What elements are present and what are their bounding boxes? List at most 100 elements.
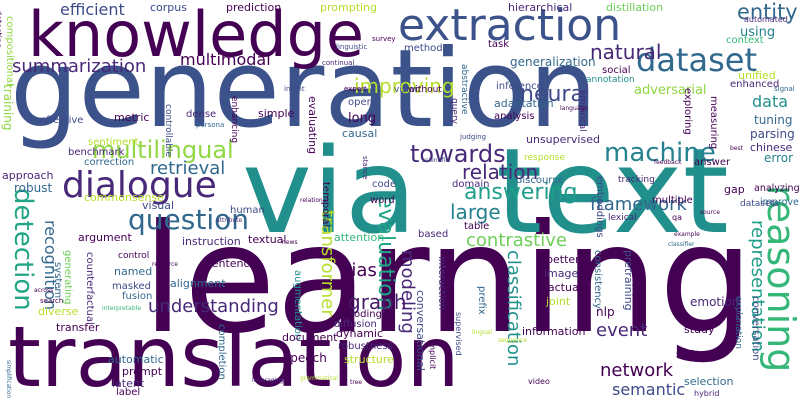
cloud-word-discourse: discourse [516, 175, 564, 186]
cloud-word-exploring: exploring [682, 88, 693, 135]
cloud-word-conversation: conversation [750, 296, 761, 361]
cloud-word-open: open [348, 97, 373, 108]
cloud-word-corpus: corpus [150, 1, 187, 14]
cloud-word-neural: neural [520, 82, 591, 107]
cloud-word-vision: vision [394, 85, 421, 95]
cloud-word-attention: attention [334, 231, 385, 244]
cloud-word-controllable: controllable [163, 104, 173, 157]
cloud-word-qa: qa [672, 213, 682, 222]
cloud-word-using: using [740, 25, 776, 40]
cloud-word-tuning: tuning [754, 113, 793, 127]
cloud-word-attribute: attribute [216, 217, 243, 224]
cloud-word-textual: textual [248, 233, 287, 246]
cloud-word-persona: persona [196, 121, 225, 129]
cloud-word-system: system [52, 262, 63, 299]
cloud-word-argument: argument [78, 231, 132, 244]
cloud-word-based: based [418, 229, 449, 240]
cloud-word-answering: answering [464, 180, 578, 205]
cloud-word-domain: domain [452, 179, 490, 190]
cloud-word-commonsense: commonsense [84, 191, 164, 204]
cloud-word-dataset: dataset [636, 41, 757, 79]
cloud-word-information: information [522, 325, 586, 338]
cloud-word-across: across [34, 287, 54, 294]
cloud-word-analysis: analysis [494, 111, 535, 122]
cloud-word-lingual: lingual [472, 329, 493, 336]
cloud-word-abstractive: abstractive [459, 64, 469, 115]
cloud-word-judging: judging [460, 133, 487, 141]
cloud-word-hierarchical: hierarchical [508, 1, 573, 14]
cloud-word-latent: latent [112, 377, 145, 390]
cloud-word-search: search [40, 297, 64, 305]
cloud-word-graph: graph [348, 290, 407, 314]
cloud-word-completion: completion [216, 324, 227, 380]
cloud-word-extraction: extraction [398, 0, 622, 51]
cloud-word-text: text [496, 122, 729, 260]
cloud-word-continual: continual [322, 59, 355, 67]
cloud-word-unified: unified [738, 69, 776, 82]
cloud-word-efficient: efficient [60, 0, 125, 19]
cloud-word-translation: translation [8, 308, 460, 400]
cloud-word-scientific: scientific [422, 157, 449, 164]
cloud-word-sentence: sentence [206, 257, 257, 270]
cloud-word-machine: machine [604, 138, 716, 168]
cloud-word-metric: metric [114, 111, 150, 124]
cloud-word-prompt: prompt [122, 365, 163, 378]
cloud-word-relation: relation [462, 160, 539, 184]
cloud-word-improving: improving [354, 74, 455, 98]
cloud-word-data: data [752, 92, 789, 111]
cloud-word-robust: robust [14, 181, 53, 195]
cloud-word-dialogue: dialogue [62, 165, 217, 206]
cloud-word-benchmark: benchmark [68, 147, 125, 158]
cloud-word-knowledge: knowledge [28, 0, 365, 71]
cloud-word-resource: resource [152, 261, 178, 268]
cloud-word-emotion: emotion [690, 295, 740, 309]
cloud-word-approach: approach [2, 169, 54, 182]
cloud-word-video: video [528, 377, 550, 386]
cloud-word-training: training [1, 84, 15, 131]
cloud-word-transfer: transfer [56, 321, 100, 334]
cloud-word-query: query [449, 98, 459, 124]
cloud-word-factual: factual [544, 281, 582, 294]
cloud-word-alignment: alignment [170, 277, 226, 290]
cloud-word-decoding: decoding [336, 309, 382, 320]
cloud-word-large: large [450, 200, 501, 224]
cloud-word-classification: classification [503, 250, 524, 367]
cloud-word-understanding: understanding [148, 296, 279, 317]
cloud-word-classifier: classifier [668, 241, 695, 248]
cloud-word-news: news [282, 239, 298, 246]
cloud-word-tree: tree [350, 379, 363, 386]
cloud-word-gap: gap [724, 183, 745, 196]
cloud-word-prompting: prompting [320, 1, 378, 14]
cloud-word-social: social [602, 65, 631, 76]
cloud-word-summarization: summarization [12, 56, 147, 77]
cloud-word-annotation: annotation [586, 75, 635, 85]
cloud-word-prefix: prefix [476, 286, 487, 315]
cloud-word-evaluating: evaluating [306, 96, 319, 155]
cloud-word-nlp: nlp [596, 305, 615, 319]
cloud-word-lexical: lexical [608, 213, 637, 223]
cloud-word-interpretable: interpretable [102, 305, 142, 312]
cloud-word-stance: stance [361, 156, 369, 180]
cloud-word-measuring: measuring [708, 96, 719, 150]
cloud-word-diverse: diverse [38, 305, 79, 318]
cloud-word-entity: entity [737, 0, 798, 24]
cloud-word-intent: intent [284, 85, 305, 93]
cloud-word-counterfactual: counterfactual [84, 252, 95, 325]
cloud-word-control: control [118, 251, 150, 261]
cloud-word-code: code [372, 179, 397, 190]
cloud-word-retrieval: retrieval [150, 158, 226, 179]
cloud-word-improve: improve [760, 197, 799, 208]
cloud-word-correction: correction [84, 157, 135, 168]
cloud-word-detection: detection [8, 188, 38, 311]
cloud-word-study: study [684, 323, 715, 336]
cloud-word-network: network [600, 360, 674, 381]
cloud-word-enhanced: enhanced [730, 79, 780, 90]
cloud-word-natural: natural [590, 40, 662, 64]
cloud-word-structure: structure [344, 353, 394, 366]
cloud-word-human: human [230, 205, 265, 216]
cloud-word-datasets: datasets [740, 199, 779, 209]
cloud-word-relational: relational [300, 197, 329, 204]
cloud-word-label: label [116, 387, 141, 398]
cloud-word-linguistic: linguistic [336, 43, 368, 51]
